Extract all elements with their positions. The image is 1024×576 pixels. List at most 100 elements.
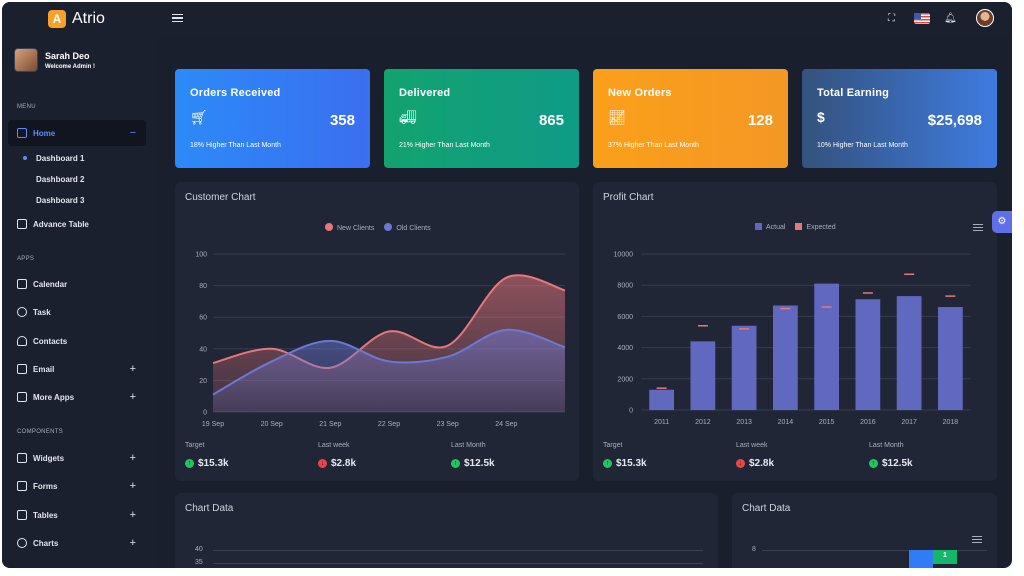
sidebar-item-label: More Apps [33,392,75,402]
sidebar-item-charts[interactable]: Charts + [8,530,146,556]
expand-icon[interactable]: + [129,480,136,492]
sidebar-item-label: Home [33,128,56,138]
stat-value: $15.3k [616,458,647,469]
calendar-icon [17,279,27,289]
profit-bar-chart: 0 2000 4000 6000 8000 10000 2011 2012 2013 2014 20… [614,252,971,426]
card-value: 358 [329,112,355,129]
heatmap-cell-label: 1 [933,550,957,564]
stat-target: ↑ $15.3k [603,458,647,469]
menu-toggle-icon[interactable] [172,14,183,22]
pie-chart-icon [17,538,27,548]
user-subtitle: Welcome Admin ! [45,63,96,70]
bar-actual [814,283,839,410]
components-section-title: COMPONENTS [17,429,64,435]
heatmap-cell [909,550,933,568]
sidebar-item-forms[interactable]: Forms + [8,473,146,499]
legend-item-new-clients[interactable]: New Clients [325,223,374,232]
y-tick-label: 4000 [617,345,633,352]
card-footnote: 10% Higher Than Last Month [817,142,908,149]
sidebar-item-task[interactable]: Task [8,299,146,325]
profit-chart-panel: Profit Chart Actual Expected 0 2000 4000 60… [593,182,997,481]
fullscreen-icon[interactable]: ⛶ [888,13,895,24]
settings-gear-icon[interactable]: ⚙ [992,211,1012,233]
sidebar-item-label: Charts [33,538,59,548]
bell-icon[interactable]: 🔔︎ [944,13,957,24]
top-avatar[interactable] [976,9,994,27]
sidebar-item-dashboard-2[interactable]: Dashboard 2 [36,175,85,184]
card-value: 128 [747,112,773,129]
bar-actual [649,389,674,410]
topbar: ⛶ 🔔︎ [156,2,1012,37]
arrow-up-icon: ↑ [603,459,612,468]
stat-last-week: ↓ $2.8k [318,458,356,469]
y-tick-label: 8000 [617,283,633,290]
customer-chart-panel: Customer Chart New Clients Old Clients 0… [175,182,579,481]
sidebar-item-email[interactable]: Email + [8,356,146,382]
dollar-icon: $ [817,109,825,125]
panel-title: Customer Chart [185,192,256,203]
series-line [212,328,566,396]
x-tick-label: 23 Sep [437,421,459,428]
legend-item-old-clients[interactable]: Old Clients [384,223,431,232]
trend-icon: 📈︎ [608,109,626,125]
user-profile[interactable]: Sarah Deo Welcome Admin ! [14,48,95,72]
user-name: Sarah Deo [45,50,90,61]
grid-icon [17,510,27,520]
card-footnote: 21% Higher Than Last Month [399,142,490,149]
sidebar-item-advance-table[interactable]: Advance Table [8,211,146,237]
panel-title: Chart Data [185,503,234,514]
customer-area-chart: 0 20 40 60 80 100 19 Sep 20 Sep 21 Sep 22 Sep 23 S… [195,252,566,428]
expand-icon[interactable]: + [129,537,136,549]
expand-icon[interactable]: + [129,363,136,375]
sidebar-item-more-apps[interactable]: More Apps + [8,384,146,410]
y-tick-label: 0 [203,410,207,417]
card-title: Total Earning [817,87,890,99]
stat-label-target: Target [603,442,623,449]
expand-icon[interactable]: + [129,391,136,403]
card-title: New Orders [608,87,672,99]
check-circle-icon [17,307,27,317]
bar-actual [938,307,963,410]
card-new-orders: New Orders 📈︎ 128 37% Higher Than Last M… [593,69,788,168]
bar-actual [690,341,716,410]
truck-icon: 🚚︎ [399,109,417,125]
x-tick-label: 2014 [778,419,794,426]
card-value: 865 [538,112,564,129]
x-tick-label: 2017 [901,419,917,426]
legend-swatch [325,223,333,231]
x-tick-label: 19 Sep [202,421,224,428]
sidebar-item-dashboard-3[interactable]: Dashboard 3 [36,196,85,205]
sidebar-item-label: Contacts [33,336,68,346]
language-flag-icon[interactable] [914,13,930,24]
users-icon [17,336,27,346]
sidebar-item-home[interactable]: Home − [8,120,146,146]
y-tick-label: 0 [629,408,633,415]
sidebar-item-widgets[interactable]: Widgets + [8,445,146,471]
x-tick-label: 2015 [819,419,835,426]
x-tick-label: 2012 [695,419,711,426]
legend-label: Actual [766,224,786,231]
collapse-icon[interactable]: − [129,127,136,139]
cart-icon: 🛒︎ [190,109,208,125]
x-tick-label: 21 Sep [319,421,341,428]
chart-menu-icon[interactable] [973,224,983,231]
stat-label-last-month: Last Month [869,442,904,449]
app-window: A Atrio Sarah Deo Welcome Admin ! MENU H… [2,2,1012,568]
expand-icon[interactable]: + [129,452,136,464]
x-tick-label: 2016 [860,419,876,426]
sidebar-item-dashboard-1[interactable]: Dashboard 1 [36,154,85,163]
sidebar-item-label: Calendar [33,279,68,289]
legend-item-expected[interactable]: Expected [795,223,836,231]
stat-value: $15.3k [198,458,229,469]
user-avatar [14,48,38,72]
expand-icon[interactable]: + [129,509,136,521]
sidebar-item-calendar[interactable]: Calendar [8,271,146,297]
legend-swatch [795,223,803,230]
brand[interactable]: A Atrio [48,8,105,30]
sidebar-item-contacts[interactable]: Contacts [8,328,146,354]
arrow-up-icon: ↑ [185,459,194,468]
arrow-up-icon: ↑ [451,459,460,468]
sidebar-item-tables[interactable]: Tables + [8,502,146,528]
legend-item-actual[interactable]: Actual [755,223,785,231]
chart-menu-icon[interactable] [972,536,982,543]
